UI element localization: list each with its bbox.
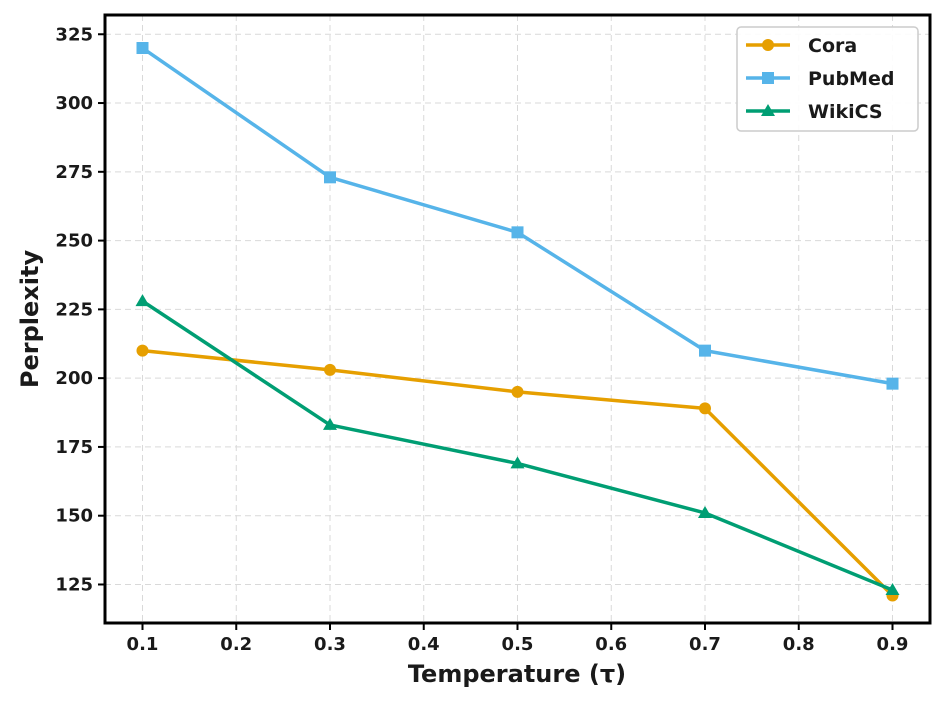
x-tick-label: 0.7 [689,634,721,655]
data-point-wikics [885,582,900,595]
axis-ticks: 0.1 0.2 0.3 0.4 0.5 0.6 0.7 0.8 0.9 125 150 175 200 2… [55,24,908,655]
y-tick-label: 200 [55,368,93,389]
y-tick-label: 300 [55,93,93,114]
data-point-pubmed [511,226,524,239]
x-axis-title: Temperature (τ) [408,660,626,688]
legend-item-pubmed: PubMed [746,68,894,90]
y-tick-label: 325 [55,24,93,45]
data-point-cora [324,363,336,376]
legend-label-wikics: WikiCS [808,101,883,123]
legend-marker-wikics [761,104,775,116]
legend-label-pubmed: PubMed [808,68,894,90]
data-point-wikics [135,294,150,307]
data-point-wikics [323,417,337,430]
data-point-wikics [698,505,712,518]
y-tick-label: 125 [55,574,93,595]
legend: Cora PubMed WikiCS [736,26,919,132]
data-point-wikics [510,456,525,469]
data-point-pubmed [699,344,711,357]
legend-marker-cora [762,39,774,51]
y-tick-label: 275 [55,162,93,183]
data-point-pubmed [886,377,899,390]
x-tick-label: 0.2 [220,634,252,655]
data-point-cora [699,402,711,415]
series-group [135,42,900,602]
legend-box [736,26,919,132]
x-tick-label: 0.6 [595,634,627,655]
x-tick-label: 0.5 [502,634,534,655]
y-tick-label: 150 [55,506,93,527]
legend-item-wikics: WikiCS [746,101,883,123]
data-point-pubmed [324,171,336,184]
data-point-pubmed [136,42,149,55]
series-pubmed [136,42,899,390]
data-point-cora [511,385,524,398]
y-tick-label: 175 [55,437,93,458]
x-tick-label: 0.3 [314,634,346,655]
y-axis-title: Perplexity [16,250,44,389]
x-tick-label: 0.8 [783,634,815,655]
legend-label-cora: Cora [808,35,857,57]
legend-marker-pubmed [762,72,774,84]
legend-item-cora: Cora [746,35,857,57]
x-tick-label: 0.4 [408,634,440,655]
series-cora [136,344,899,602]
data-point-cora [136,344,149,357]
y-tick-label: 225 [55,299,93,320]
y-tick-label: 250 [55,231,93,252]
x-tick-label: 0.9 [877,634,909,655]
series-wikics [135,294,900,595]
x-tick-label: 0.1 [127,634,159,655]
